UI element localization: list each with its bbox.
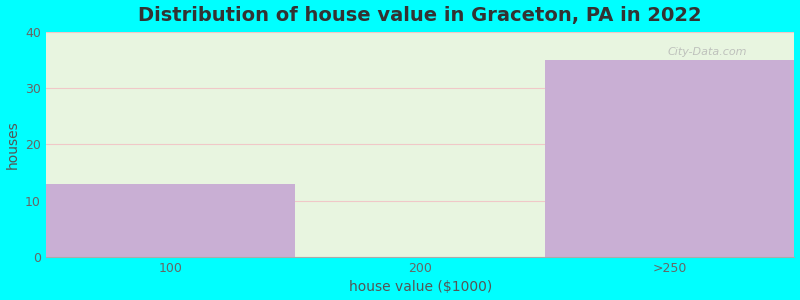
X-axis label: house value ($1000): house value ($1000) (349, 280, 492, 294)
Title: Distribution of house value in Graceton, PA in 2022: Distribution of house value in Graceton,… (138, 6, 702, 25)
Y-axis label: houses: houses (6, 120, 19, 169)
Bar (46, 184, 295, 257)
Text: City-Data.com: City-Data.com (667, 47, 746, 57)
Bar (545, 60, 794, 257)
